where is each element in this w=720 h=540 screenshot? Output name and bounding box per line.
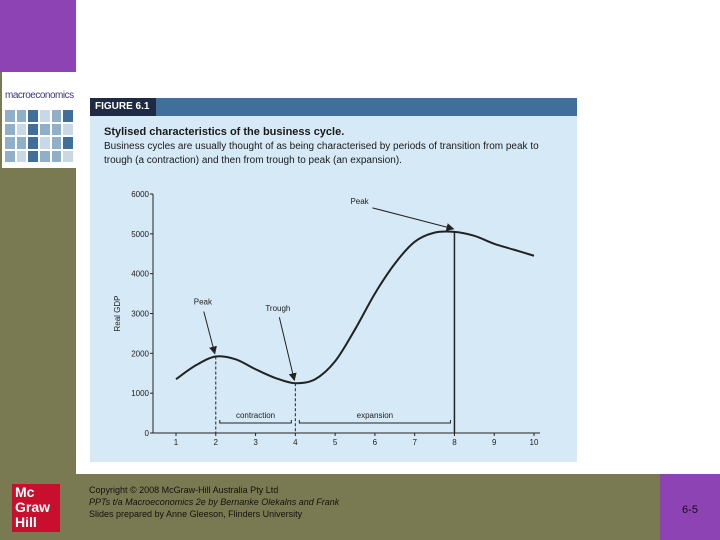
- x-tick-label: 10: [530, 438, 539, 447]
- copyright-text: Copyright © 2008 McGraw-Hill Australia P…: [89, 484, 339, 520]
- left-sidebar-accent: [0, 0, 76, 72]
- x-tick-label: 1: [174, 438, 179, 447]
- business-cycle-chart: 0 1000 2000 3000 4000 5000 6000 1 2 3 4 5 6 7 8 9 10 Real…: [113, 190, 540, 447]
- contraction-bracket: [219, 420, 292, 424]
- x-tick-label: 3: [253, 438, 258, 447]
- figure-title: Stylised characteristics of the business…: [104, 126, 345, 138]
- copyright-line-2: PPTs t/a Macroeconomics 2e by Bernanke O…: [89, 497, 340, 507]
- x-tick-label: 6: [373, 438, 378, 447]
- x-tick-label: 7: [412, 438, 417, 447]
- x-tick-label: 8: [452, 438, 457, 447]
- y-tick-label: 3000: [131, 310, 149, 319]
- peak-1-label: Peak: [194, 298, 213, 307]
- peak-2-label: Peak: [350, 197, 369, 206]
- contraction-label: contraction: [236, 411, 275, 420]
- x-tick-label: 9: [492, 438, 497, 447]
- peak-2-arrow: [372, 207, 455, 231]
- y-axis-label: Real GDP: [113, 295, 122, 331]
- figure-panel: FIGURE 6.1 Stylised characteristics of t…: [90, 98, 577, 462]
- book-cover-title: macroeconomics: [5, 90, 74, 101]
- slide-number: 6-5: [682, 504, 698, 516]
- footer-bar: [76, 474, 660, 540]
- y-tick-label: 2000: [131, 349, 149, 358]
- book-cover: macroeconomics: [2, 72, 76, 168]
- x-tick-label: 5: [333, 438, 338, 447]
- x-tick-label: 2: [214, 438, 219, 447]
- trough-label: Trough: [265, 304, 290, 313]
- trough-arrow: [278, 317, 297, 382]
- x-tick-label: 4: [293, 438, 298, 447]
- slide-number-box: 6-5: [660, 474, 720, 540]
- figure-label: FIGURE 6.1: [90, 98, 156, 116]
- expansion-label: expansion: [357, 411, 393, 420]
- book-cover-image-grid: [5, 110, 73, 162]
- y-tick-label: 5000: [131, 230, 149, 239]
- y-tick-label: 6000: [131, 190, 149, 199]
- figure-header-strip: [156, 98, 577, 116]
- expansion-bracket: [298, 420, 451, 424]
- real-gdp-series-line: [175, 230, 535, 385]
- copyright-line-1: Copyright © 2008 McGraw-Hill Australia P…: [89, 485, 279, 495]
- y-tick-label: 0: [145, 429, 150, 438]
- y-tick-label: 4000: [131, 270, 149, 279]
- copyright-line-3: Slides prepared by Anne Gleeson, Flinder…: [89, 509, 303, 519]
- mcgraw-hill-logo: Mc Graw Hill: [12, 484, 60, 532]
- peak-1-arrow: [203, 311, 217, 355]
- figure-description: Business cycles are usually thought of a…: [104, 141, 539, 166]
- y-tick-label: 1000: [131, 389, 149, 398]
